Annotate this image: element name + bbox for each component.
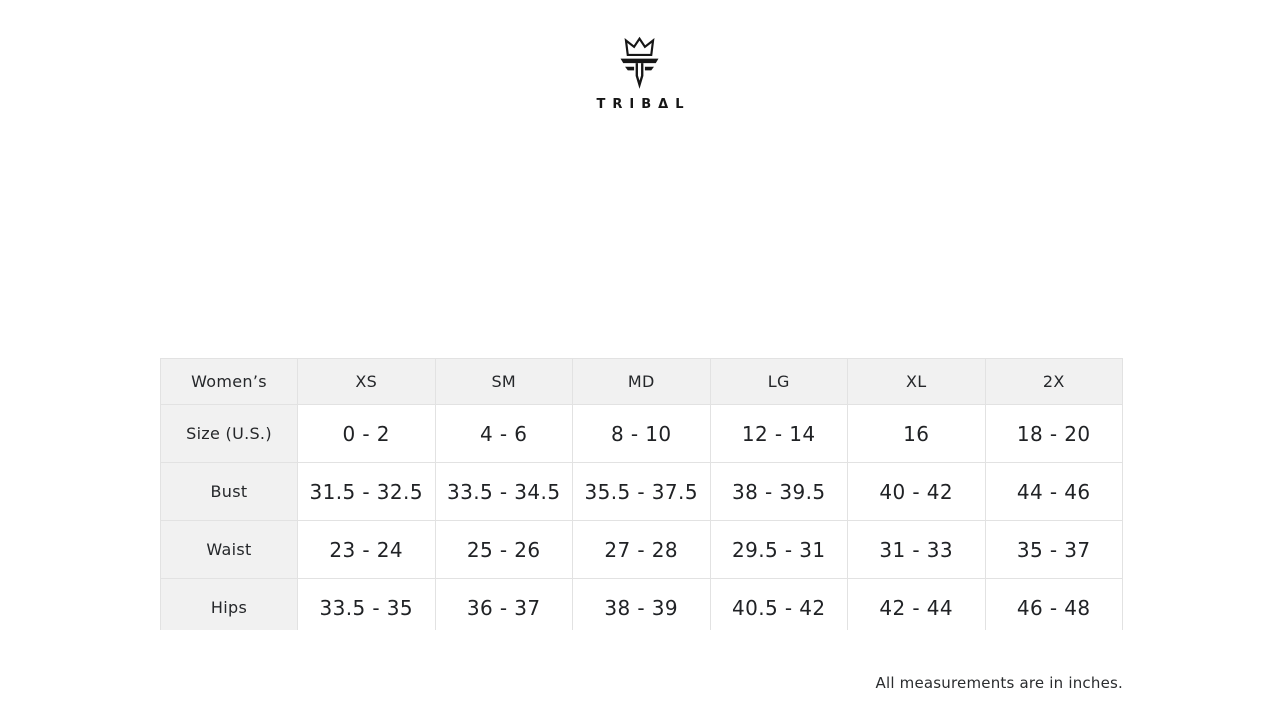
table-row-waist: Waist 23 - 24 25 - 26 27 - 28 29.5 - 31 …: [160, 520, 1123, 579]
size-chart-table: Women’s XS SM MD LG XL 2X Size (U.S.) 0 …: [160, 358, 1123, 630]
tribal-crown-icon: [621, 36, 659, 89]
table-cell: 36 - 37: [434, 578, 573, 630]
row-label-waist: Waist: [160, 520, 298, 579]
table-cell: 18 - 20: [984, 404, 1123, 463]
table-cell: 33.5 - 35: [297, 578, 436, 630]
header-row: Women’s XS SM MD LG XL 2X: [160, 358, 1123, 405]
table-cell: 42 - 44: [847, 578, 986, 630]
column-header-md: MD: [572, 358, 711, 405]
row-label-hips: Hips: [160, 578, 298, 630]
table-row-size-us: Size (U.S.) 0 - 2 4 - 6 8 - 10 12 - 14 1…: [160, 404, 1123, 463]
table-cell: 31 - 33: [847, 520, 986, 579]
table-cell: 35.5 - 37.5: [572, 462, 711, 521]
table-cell: 12 - 14: [709, 404, 848, 463]
table-cell: 33.5 - 34.5: [434, 462, 573, 521]
column-header-lg: LG: [709, 358, 848, 405]
table-cell: 40 - 42: [847, 462, 986, 521]
table-cell: 38 - 39.5: [709, 462, 848, 521]
row-label-size-us: Size (U.S.): [160, 404, 298, 463]
measurement-note: All measurements are in inches.: [875, 674, 1123, 692]
table-cell: 29.5 - 31: [709, 520, 848, 579]
table-cell: 0 - 2: [297, 404, 436, 463]
table-cell: 46 - 48: [984, 578, 1123, 630]
table-cell: 44 - 46: [984, 462, 1123, 521]
table-cell: 35 - 37: [984, 520, 1123, 579]
table-cell: 23 - 24: [297, 520, 436, 579]
column-header-sm: SM: [434, 358, 573, 405]
table-cell: 16: [847, 404, 986, 463]
table-cell: 31.5 - 32.5: [297, 462, 436, 521]
column-header-womens: Women’s: [160, 358, 298, 405]
table-row-hips: Hips 33.5 - 35 36 - 37 38 - 39 40.5 - 42…: [160, 578, 1123, 630]
column-header-xs: XS: [297, 358, 436, 405]
row-label-bust: Bust: [160, 462, 298, 521]
brand-logo: TRIBΔL: [590, 36, 691, 112]
table-cell: 25 - 26: [434, 520, 573, 579]
table-cell: 4 - 6: [434, 404, 573, 463]
table-cell: 8 - 10: [572, 404, 711, 463]
table-cell: 27 - 28: [572, 520, 711, 579]
brand-name: TRIBΔL: [596, 97, 691, 112]
column-header-2x: 2X: [984, 358, 1123, 405]
table-cell: 38 - 39: [572, 578, 711, 630]
table-row-bust: Bust 31.5 - 32.5 33.5 - 34.5 35.5 - 37.5…: [160, 462, 1123, 521]
table-cell: 40.5 - 42: [709, 578, 848, 630]
size-chart-table-container: Women’s XS SM MD LG XL 2X Size (U.S.) 0 …: [160, 358, 1123, 630]
column-header-xl: XL: [847, 358, 986, 405]
